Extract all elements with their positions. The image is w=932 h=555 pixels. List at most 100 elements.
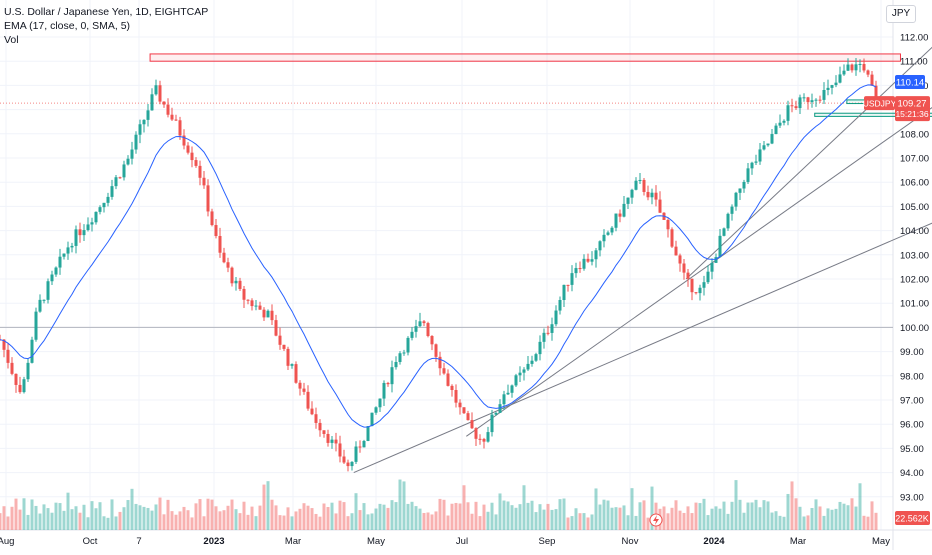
volume-bar — [518, 504, 522, 530]
volume-bar — [526, 502, 530, 530]
candle-body — [646, 191, 650, 198]
volume-bar — [618, 507, 622, 530]
lightning-icon-glyph — [653, 515, 659, 525]
volume-bar — [242, 501, 246, 530]
candle-body — [298, 382, 302, 389]
volume-bar — [614, 507, 618, 530]
candle-body — [146, 110, 150, 120]
candle-body — [586, 258, 590, 262]
candle-body — [310, 408, 314, 415]
volume-bar — [306, 505, 310, 530]
candle-body — [386, 382, 390, 385]
candle-body — [746, 168, 750, 182]
candle-body — [806, 97, 810, 103]
candle-body — [230, 267, 234, 284]
volume-bar — [334, 513, 338, 530]
candle-body — [858, 63, 862, 65]
candle-body — [90, 222, 94, 225]
candle-body — [66, 247, 70, 254]
candle-body — [378, 398, 382, 408]
time-tick-label: 2024 — [703, 536, 725, 547]
volume-bar — [438, 498, 442, 530]
candle-body — [482, 438, 486, 442]
candle-body — [618, 213, 622, 217]
volume-bar — [462, 485, 466, 530]
candle-body — [114, 177, 118, 187]
candle-body — [770, 134, 774, 144]
legend-vol: Vol — [4, 34, 19, 46]
candle-body — [838, 74, 842, 83]
volume-bar — [466, 502, 470, 530]
volume-bar — [202, 516, 206, 530]
currency-button[interactable]: JPY — [886, 5, 916, 23]
volume-bar — [178, 511, 182, 530]
candle-body — [606, 232, 610, 235]
candle-body — [102, 202, 106, 208]
volume-bar — [138, 505, 142, 530]
volume-bar — [382, 504, 386, 530]
volume-bar — [354, 493, 358, 530]
candle-body — [410, 331, 414, 338]
trendlines[interactable] — [353, 42, 932, 474]
volume-bar — [314, 513, 318, 530]
candle-body — [446, 373, 450, 386]
volume-bar — [706, 515, 710, 530]
candle-body — [234, 280, 238, 284]
candle-body — [414, 326, 418, 332]
last-price-tag — [895, 96, 930, 122]
candle-body — [254, 305, 258, 307]
volume-bar — [6, 516, 10, 530]
candle-body — [486, 432, 490, 442]
volume-bar — [626, 515, 630, 530]
volume-bar — [454, 502, 458, 530]
volume-bar — [302, 503, 306, 530]
time-tick-label: May — [367, 536, 385, 547]
volume-bar — [102, 516, 106, 530]
candle-body — [178, 120, 182, 136]
candle-body — [558, 299, 562, 311]
time-axis[interactable]: Aug Oct 7 2023 Mar May Jul Sep Nov 2024 Mar May — [0, 536, 890, 547]
candle-body — [750, 162, 754, 169]
candle-body — [82, 230, 86, 236]
candle-body — [238, 280, 242, 289]
volume-bar — [554, 509, 558, 530]
volume-bar — [418, 508, 422, 530]
volume-bar — [266, 481, 270, 530]
volume-bar — [162, 514, 166, 530]
volume-bar — [586, 517, 590, 530]
candle-body — [18, 384, 22, 393]
ema-price-tag — [895, 75, 925, 90]
volume-bar — [186, 510, 190, 530]
candle-body — [466, 413, 470, 421]
candle-body — [110, 186, 114, 197]
candle-body — [222, 252, 226, 263]
candle-body — [570, 273, 574, 285]
volume-bar — [230, 499, 234, 530]
candle-body — [106, 196, 110, 203]
volume-bar — [42, 504, 46, 530]
candle-body — [34, 311, 38, 340]
volume-bar — [542, 509, 546, 530]
candle-body — [638, 179, 642, 181]
time-tick-label: Mar — [790, 536, 806, 547]
volume-bar — [298, 508, 302, 530]
volume-bar — [142, 506, 146, 530]
volume-bar — [514, 507, 518, 530]
price-tick-label: 111.00 — [900, 57, 928, 68]
zone-red-0 — [149, 53, 901, 62]
volume-bar — [730, 501, 734, 530]
candle-body — [186, 145, 190, 153]
volume-bar — [134, 503, 138, 530]
volume-bar — [262, 484, 266, 530]
candle-body — [610, 227, 614, 233]
volume-bar — [642, 500, 646, 530]
candle-body — [802, 97, 806, 99]
candle-body — [678, 255, 682, 264]
volume-bar — [366, 514, 370, 530]
candle-body — [566, 284, 570, 286]
volume-bar — [570, 516, 574, 530]
candle-body — [734, 192, 738, 207]
